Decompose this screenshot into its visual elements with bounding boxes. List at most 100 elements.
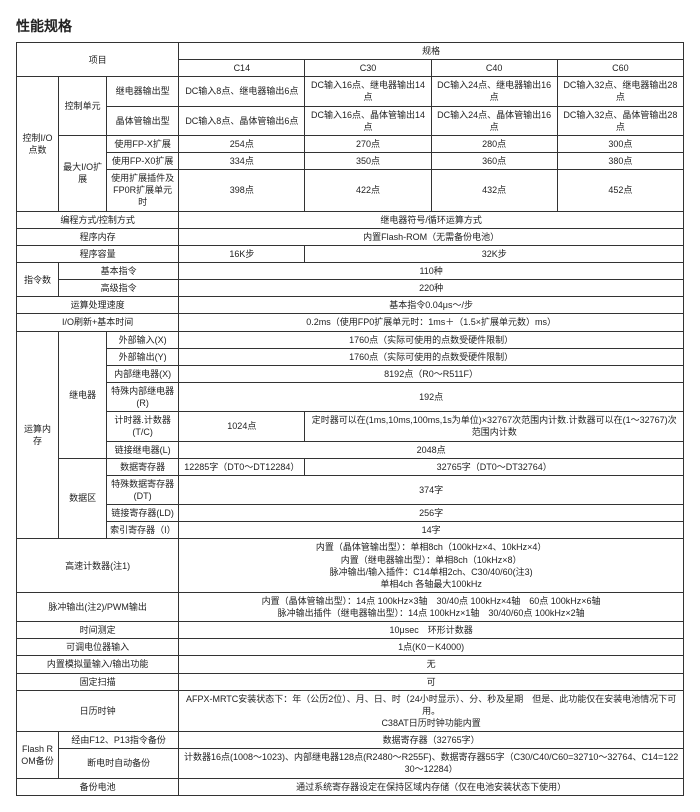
cell-hsc: 内置（晶体管输出型）：单相8ch（100kHz×4、10kHz×4） 内置（继电… xyxy=(179,539,684,593)
cell-pulse: 内置（晶体管输出型）：14点 100kHz×3轴 30/40点 100kHz×4… xyxy=(179,592,684,621)
cell: DC输入24点、继电器输出16点 xyxy=(431,77,557,106)
lbl-instr-basic: 基本指令 xyxy=(59,262,179,279)
lbl-mem-group: 运算内存 xyxy=(17,331,59,539)
lbl-relay-y: 外部输出(Y) xyxy=(107,348,179,365)
lbl-fp0r-exp: 使用扩展插件及FP0R扩展单元时 xyxy=(107,170,179,211)
cell: 398点 xyxy=(179,170,305,211)
pulse-line1: 内置（晶体管输出型）：14点 100kHz×3轴 30/40点 100kHz×4… xyxy=(182,595,680,607)
lbl-instr: 指令数 xyxy=(17,262,59,296)
lbl-relay-out: 继电器输出型 xyxy=(107,77,179,106)
cell: 280点 xyxy=(431,135,557,152)
cell: 内置Flash-ROM（无需备份电池） xyxy=(179,228,684,245)
cell: 通过系统寄存器设定在保持区域内存储（仅在电池安装状态下使用） xyxy=(179,778,684,795)
lbl-data-dt: 数据寄存器 xyxy=(107,458,179,475)
cell: DC输入8点、继电器输出6点 xyxy=(179,77,305,106)
lbl-fpx-exp: 使用FP-X扩展 xyxy=(107,135,179,152)
lbl-relay-group: 继电器 xyxy=(59,331,107,458)
lbl-rtc: 日历时钟 xyxy=(17,690,179,731)
hsc-line4: 单相4ch 各轴最大100kHz xyxy=(182,578,680,590)
cell: 192点 xyxy=(179,382,684,411)
cell: 12285字（DT0～DT12284） xyxy=(179,458,305,475)
lbl-pulse: 脉冲输出(注2)/PWM输出 xyxy=(17,592,179,621)
cell: DC输入32点、晶体管输出28点 xyxy=(557,106,683,135)
cell: 380点 xyxy=(557,152,683,169)
cell: 432点 xyxy=(431,170,557,211)
lbl-ctrl-unit: 控制单元 xyxy=(59,77,107,136)
cell: 422点 xyxy=(305,170,431,211)
cell: 360点 xyxy=(431,152,557,169)
lbl-relay-tc: 计时器.计数器(T/C) xyxy=(107,412,179,441)
lbl-prog-method: 编程方式/控制方式 xyxy=(17,211,179,228)
cell: 110种 xyxy=(179,262,684,279)
cell: 256字 xyxy=(179,505,684,522)
lbl-analog: 内置模拟量输入/输出功能 xyxy=(17,656,179,673)
cell: 220种 xyxy=(179,280,684,297)
cell: 32K步 xyxy=(305,245,684,262)
cell: 继电器符号/循环运算方式 xyxy=(179,211,684,228)
cell: 270点 xyxy=(305,135,431,152)
lbl-potent: 可调电位器输入 xyxy=(17,639,179,656)
hdr-model-c14: C14 xyxy=(179,60,305,77)
cell: 1点(K0－K4000) xyxy=(179,639,684,656)
lbl-relay-l: 链接继电器(L) xyxy=(107,441,179,458)
lbl-prog-store: 程序内存 xyxy=(17,228,179,245)
lbl-io-group: 控制I/O点数 xyxy=(17,77,59,211)
rtc-line2: C38AT日历时钟功能内置 xyxy=(182,717,680,729)
cell: DC输入32点、继电器输出28点 xyxy=(557,77,683,106)
lbl-speed: 运算处理速度 xyxy=(17,297,179,314)
cell: DC输入16点、继电器输出14点 xyxy=(305,77,431,106)
cell: 300点 xyxy=(557,135,683,152)
cell: 374字 xyxy=(179,475,684,504)
cell: 32765字（DT0～DT32764） xyxy=(305,458,684,475)
lbl-relay-sp: 特殊内部继电器(R) xyxy=(107,382,179,411)
cell: 可 xyxy=(179,673,684,690)
lbl-relay-r: 内部继电器(X) xyxy=(107,365,179,382)
cell: DC输入24点、晶体管输出16点 xyxy=(431,106,557,135)
lbl-instr-adv: 高级指令 xyxy=(59,280,179,297)
lbl-flash-auto: 断电时自动备份 xyxy=(59,749,179,778)
lbl-data-ld: 链接寄存器(LD) xyxy=(107,505,179,522)
rtc-line1: AFPX-MRTC安装状态下：年（公历2位）、月、日、时（24小时显示）、分、秒… xyxy=(182,693,680,717)
cell: 无 xyxy=(179,656,684,673)
hdr-model-c30: C30 xyxy=(305,60,431,77)
hdr-spec: 规格 xyxy=(179,43,684,60)
lbl-io-refresh: I/O刷新+基本时间 xyxy=(17,314,179,331)
cell: 1024点 xyxy=(179,412,305,441)
lbl-battery: 备份电池 xyxy=(17,778,179,795)
lbl-flash: Flash ROM备份 xyxy=(17,732,59,778)
lbl-hsc: 高速计数器(注1) xyxy=(17,539,179,593)
lbl-scan: 固定扫描 xyxy=(17,673,179,690)
cell: DC输入16点、晶体管输出14点 xyxy=(305,106,431,135)
cell: 10μsec 环形计数器 xyxy=(179,622,684,639)
cell: 计数器16点(1008～1023)、内部继电器128点(R2480～R255F)… xyxy=(179,749,684,778)
cell: 350点 xyxy=(305,152,431,169)
cell: 334点 xyxy=(179,152,305,169)
hsc-line2: 内置（继电器输出型）：单相8ch（10kHz×8） xyxy=(182,554,680,566)
lbl-data-ix: 索引寄存器（I） xyxy=(107,522,179,539)
cell: DC输入8点、晶体管输出6点 xyxy=(179,106,305,135)
cell: 1760点（实际可使用的点数受硬件限制） xyxy=(179,348,684,365)
hdr-model-c60: C60 xyxy=(557,60,683,77)
lbl-data-group: 数据区 xyxy=(59,458,107,539)
lbl-relay-x: 外部输入(X) xyxy=(107,331,179,348)
hsc-line3: 脉冲输出/输入插件：C14单相2ch、C30/40/60(注3) xyxy=(182,566,680,578)
lbl-fpx0-exp: 使用FP-X0扩展 xyxy=(107,152,179,169)
cell: 8192点（R0～R511F） xyxy=(179,365,684,382)
lbl-max-io: 最大I/O扩展 xyxy=(59,135,107,211)
lbl-data-sdt: 特殊数据寄存器(DT) xyxy=(107,475,179,504)
cell: 16K步 xyxy=(179,245,305,262)
lbl-trans-out: 晶体管输出型 xyxy=(107,106,179,135)
cell: 452点 xyxy=(557,170,683,211)
cell: 1760点（实际可使用的点数受硬件限制） xyxy=(179,331,684,348)
cell: 0.2ms（使用FP0扩展单元时：1ms＋（1.5×扩展单元数）ms） xyxy=(179,314,684,331)
cell: 14字 xyxy=(179,522,684,539)
spec-table: 项目 规格 C14 C30 C40 C60 控制I/O点数 控制单元 继电器输出… xyxy=(16,42,684,796)
hdr-item: 项目 xyxy=(17,43,179,77)
cell: 254点 xyxy=(179,135,305,152)
lbl-interval: 时间测定 xyxy=(17,622,179,639)
cell-rtc: AFPX-MRTC安装状态下：年（公历2位）、月、日、时（24小时显示）、分、秒… xyxy=(179,690,684,731)
cell: 2048点 xyxy=(179,441,684,458)
cell: 数据寄存器（32765字） xyxy=(179,732,684,749)
cell: 定时器可以在(1ms,10ms,100ms,1s为单位)×32767次范围内计数… xyxy=(305,412,684,441)
cell: 基本指令0.04μs～/步 xyxy=(179,297,684,314)
